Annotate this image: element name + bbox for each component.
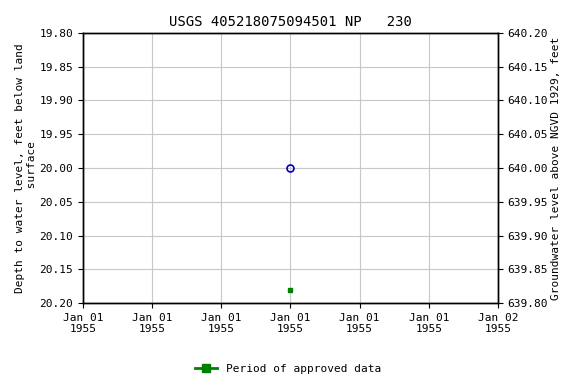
Y-axis label: Groundwater level above NGVD 1929, feet: Groundwater level above NGVD 1929, feet xyxy=(551,36,561,300)
Title: USGS 405218075094501 NP   230: USGS 405218075094501 NP 230 xyxy=(169,15,412,29)
Legend: Period of approved data: Period of approved data xyxy=(191,359,385,379)
Y-axis label: Depth to water level, feet below land
 surface: Depth to water level, feet below land su… xyxy=(15,43,37,293)
